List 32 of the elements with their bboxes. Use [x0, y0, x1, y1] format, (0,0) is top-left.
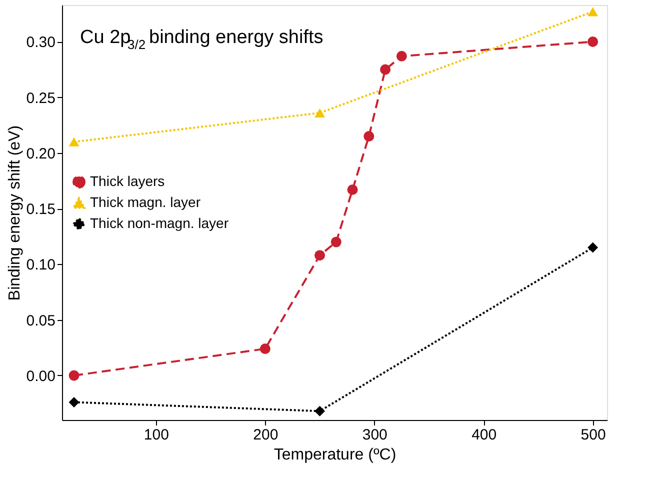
legend-label: Thick magn. layer: [90, 194, 201, 210]
y-tick-label: 0.15: [26, 201, 56, 218]
y-tick-label: 0.25: [26, 90, 56, 107]
y-tick-label: 0.05: [26, 312, 56, 330]
point: [347, 184, 358, 195]
point: [314, 406, 325, 416]
x-tick-label: 400: [472, 426, 497, 444]
y-axis-title: Binding energy shift (eV): [6, 125, 24, 301]
point: [380, 64, 391, 75]
x-tick-label: 100: [144, 426, 169, 444]
x-axis-title: Temperature (ºC): [274, 446, 396, 464]
y-tick-label: 0.00: [26, 368, 56, 385]
y-tick-label: 0.30: [26, 34, 56, 52]
legend-label: Thick layers: [90, 173, 165, 189]
point: [364, 131, 374, 142]
point: [68, 137, 80, 146]
point: [396, 50, 407, 62]
legend-label: Thick non-magn. layer: [90, 215, 229, 231]
point: [68, 370, 80, 381]
point: [588, 242, 598, 253]
point: [314, 108, 325, 118]
point: [314, 250, 325, 261]
x-tick-label: 500: [580, 426, 606, 444]
x-tick-label: 300: [362, 426, 388, 444]
point: [260, 344, 270, 354]
y-tick-label: 0.10: [26, 256, 56, 274]
point: [330, 236, 342, 248]
y-tick-label: 0.20: [26, 145, 56, 162]
point: [588, 36, 598, 47]
point: [68, 396, 80, 408]
x-tick-label: 200: [253, 426, 278, 444]
point: [588, 7, 598, 16]
